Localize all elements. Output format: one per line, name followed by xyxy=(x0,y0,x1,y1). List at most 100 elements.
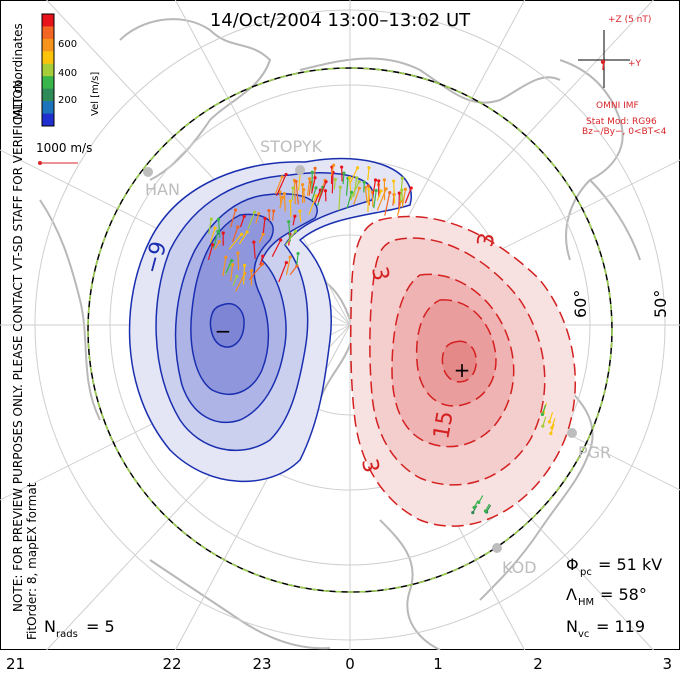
mlt-tick-label: 0 xyxy=(345,655,355,673)
velocity-vector-origin xyxy=(252,210,257,214)
velocity-vector-origin xyxy=(300,182,305,187)
velocity-vector-origin xyxy=(257,212,261,216)
velocity-vector-origin xyxy=(293,214,297,218)
velocity-vector-origin xyxy=(355,166,360,170)
imf-source-label: OMNI IMF xyxy=(596,101,639,111)
velocity-vector xyxy=(330,165,335,177)
velocity-vector-origin xyxy=(347,176,352,180)
velocity-vector-origin xyxy=(209,217,213,221)
velocity-vector-origin xyxy=(310,170,314,174)
vector-count: N vc = 119 xyxy=(566,617,645,640)
imf-condition-label: Bz−/By−, 0<BT<4 xyxy=(582,127,667,137)
velocity-vector xyxy=(238,231,248,245)
velocity-vector xyxy=(222,257,227,277)
velocity-vector-origin xyxy=(233,208,238,212)
mlt-tick-label: 3 xyxy=(662,655,672,673)
velocity-vector-origin xyxy=(245,230,249,234)
velocity-vector xyxy=(289,265,298,276)
contour-label-positive-2: 3 xyxy=(366,265,393,283)
velocity-vector-origin xyxy=(242,263,247,267)
velocity-vector-origin xyxy=(263,216,267,220)
velocity-vector xyxy=(367,189,370,212)
velocity-vector-origin xyxy=(252,240,256,244)
velocity-vector-origin xyxy=(282,191,286,196)
velocity-vector-origin xyxy=(550,426,554,430)
velocity-vector-origin xyxy=(388,191,392,195)
velocity-vector-origin xyxy=(288,199,292,203)
velocity-vector-origin xyxy=(231,263,235,267)
velocity-vector xyxy=(275,174,287,197)
velocity-vector xyxy=(232,226,239,243)
velocity-vector-origin xyxy=(400,176,404,180)
velocity-vector xyxy=(311,177,316,194)
imf-y-axis-label: +Y xyxy=(628,59,642,69)
velocity-vector xyxy=(397,201,402,216)
mlt-tick-label: 22 xyxy=(162,655,181,673)
potential-max-marker: + xyxy=(454,358,471,382)
velocity-vector-origin xyxy=(213,226,217,230)
velocity-vector xyxy=(232,276,238,286)
velocity-vector xyxy=(346,192,353,209)
velocity-vector xyxy=(541,404,547,415)
velocity-vector-origin xyxy=(324,180,328,184)
velocity-vector-origin xyxy=(313,166,317,170)
velocity-vector-origin xyxy=(230,258,234,263)
velocity-vector xyxy=(230,264,234,282)
colorbar-swatch xyxy=(42,101,54,115)
velocity-vector-origin xyxy=(333,177,337,182)
station-markers xyxy=(143,165,577,553)
velocity-vector-origin xyxy=(272,209,276,213)
velocity-vector xyxy=(542,416,547,427)
velocity-vector-origin xyxy=(224,255,228,259)
lambda-value: = 58° xyxy=(600,585,647,604)
velocity-vector xyxy=(243,265,246,285)
velocity-vector xyxy=(372,179,377,195)
velocity-vector-origin xyxy=(288,255,292,259)
nrads-symbol: N xyxy=(44,617,56,636)
velocity-vector xyxy=(376,188,387,211)
mlt-axis: 21 22 23 0 1 2 3 xyxy=(6,655,672,673)
velocity-vector-origin xyxy=(295,264,299,268)
velocity-vector xyxy=(333,179,336,190)
velocity-vector-origin xyxy=(296,251,300,256)
station-marker-han xyxy=(143,167,153,177)
imf-z-axis-label: +Z (5 nT) xyxy=(608,15,651,25)
contour-label-positive-3: 15 xyxy=(429,409,458,441)
velocity-vector-origin xyxy=(382,178,386,182)
velocity-vector xyxy=(367,167,370,181)
colorbar-swatch xyxy=(42,38,54,52)
velocity-vector xyxy=(317,181,327,203)
colorbar-swatch xyxy=(42,51,54,65)
velocity-vector xyxy=(207,244,214,261)
mlt-tick-label: 21 xyxy=(6,655,25,673)
velocity-vector-origin xyxy=(374,188,378,193)
velocity-vector-origin xyxy=(313,176,317,180)
velocity-vector xyxy=(271,239,282,257)
velocity-vector xyxy=(376,190,382,201)
velocity-colorbar xyxy=(41,13,55,127)
velocity-vector xyxy=(289,201,292,217)
colorbar-swatch xyxy=(42,26,54,40)
velocity-vector-origin xyxy=(236,251,240,255)
velocity-vector xyxy=(262,218,266,233)
velocity-vector xyxy=(401,189,407,208)
velocity-vector-origin xyxy=(281,195,285,199)
velocity-vector xyxy=(338,187,341,211)
velocity-vector-origin xyxy=(471,510,475,515)
hm-boundary-dash xyxy=(87,67,613,593)
velocity-vector-origin xyxy=(355,176,359,180)
velocity-vector xyxy=(393,181,396,204)
station-marker-pgr xyxy=(567,428,577,438)
statistical-model-label: Stat Mod: RG96 xyxy=(586,117,657,127)
velocity-vector xyxy=(228,233,243,250)
colorbar-tick-400: 400 xyxy=(58,68,77,79)
velocity-vector xyxy=(295,181,299,205)
cross-polar-cap-potential: Φ pc = 51 kV xyxy=(566,555,662,578)
velocity-vector xyxy=(285,256,291,276)
velocity-vector xyxy=(345,178,349,196)
positive-potential-cell xyxy=(350,215,576,527)
velocity-vector xyxy=(308,195,317,216)
velocity-vector-origin xyxy=(379,189,383,193)
colorbar-outline xyxy=(41,13,55,127)
